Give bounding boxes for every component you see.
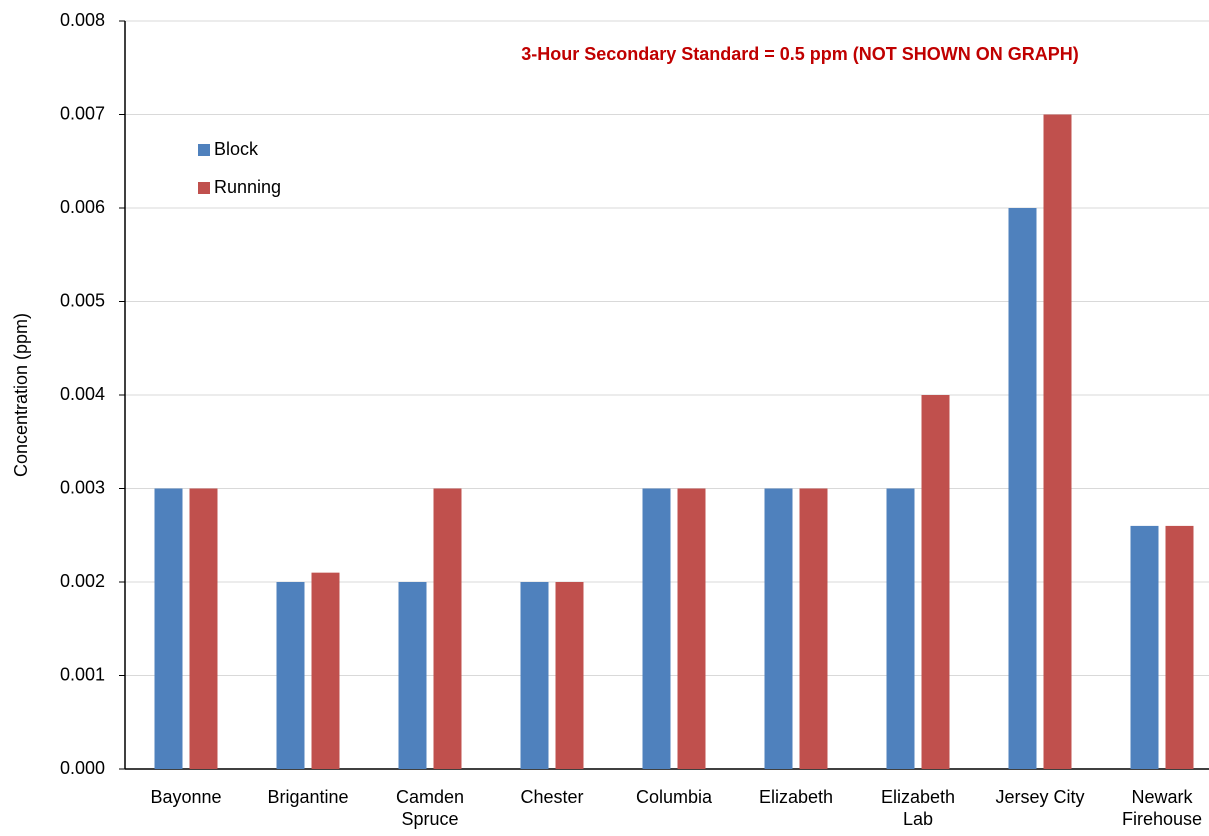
legend-swatch xyxy=(198,182,210,194)
y-tick-label: 0.001 xyxy=(60,664,105,684)
legend-swatch xyxy=(198,144,210,156)
x-tick-label: Elizabeth xyxy=(758,787,834,807)
y-tick-label: 0.008 xyxy=(60,10,105,30)
x-tick-label: Bayonne xyxy=(150,787,222,807)
y-tick-label: 0.007 xyxy=(60,103,105,123)
y-axis-title: Concentration (ppm) xyxy=(11,313,31,477)
legend-label: Running xyxy=(214,177,281,197)
bar xyxy=(520,582,549,769)
y-tick-label: 0.004 xyxy=(60,384,105,404)
y-tick-label: 0.000 xyxy=(60,758,105,778)
bar xyxy=(154,488,183,769)
bar xyxy=(764,488,793,769)
y-tick-label: 0.002 xyxy=(60,571,105,591)
x-tick-label: Camden Spruce xyxy=(395,787,465,829)
y-tick-label: 0.005 xyxy=(60,290,105,310)
bar xyxy=(1043,114,1072,769)
bar xyxy=(921,395,950,769)
bar xyxy=(886,488,915,769)
bar xyxy=(799,488,828,769)
bar xyxy=(189,488,218,769)
bar xyxy=(1130,525,1159,769)
bar xyxy=(398,582,427,769)
x-tick-label: Columbia xyxy=(635,787,713,807)
bar xyxy=(555,582,584,769)
x-tick-label: Chester xyxy=(520,787,584,807)
bar xyxy=(433,488,462,769)
bar xyxy=(642,488,671,769)
bar xyxy=(311,572,340,769)
bar xyxy=(276,582,305,769)
bar xyxy=(677,488,706,769)
bar xyxy=(1008,208,1037,769)
x-tick-label: Brigantine xyxy=(267,787,349,807)
x-tick-label: Newark Firehouse xyxy=(1121,787,1203,829)
y-tick-label: 0.006 xyxy=(60,197,105,217)
x-tick-label: Jersey City xyxy=(995,787,1085,807)
x-tick-label: Elizabeth Lab xyxy=(880,787,956,829)
legend-label: Block xyxy=(214,139,259,159)
bar xyxy=(1165,525,1194,769)
annotation: 3-Hour Secondary Standard = 0.5 ppm (NOT… xyxy=(521,44,1079,64)
y-tick-label: 0.003 xyxy=(60,477,105,497)
